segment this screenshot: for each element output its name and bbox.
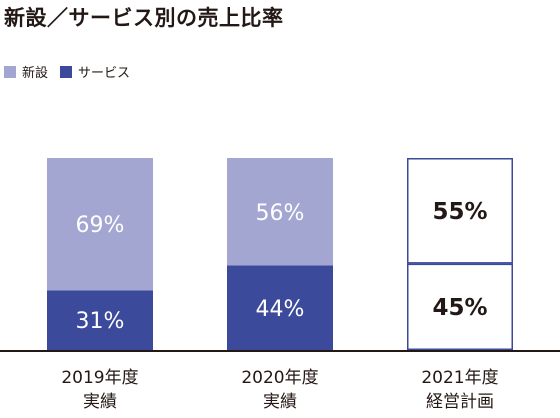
- category-label-year: 2021年度: [421, 368, 499, 388]
- category-label-type: 実績: [83, 392, 117, 412]
- category-label-year: 2020年度: [241, 368, 319, 388]
- data-label-service-0: 31%: [76, 309, 125, 334]
- category-label-type: 実績: [263, 392, 297, 412]
- category-label-1: 2020年度 実績: [210, 366, 350, 414]
- category-label-type: 経営計画: [426, 392, 494, 412]
- category-label-0: 2019年度 実績: [30, 366, 170, 414]
- bar-new-0: [47, 158, 153, 291]
- data-label-new-0: 69%: [76, 213, 125, 238]
- bar-service-2: [407, 263, 513, 351]
- bar-service-1: [227, 265, 333, 350]
- legend-label-new: 新設: [22, 66, 49, 81]
- legend-label-service: サービス: [78, 66, 131, 81]
- bar-service-0: [47, 290, 153, 350]
- chart-title: 新設／サービス別の売上比率: [4, 6, 284, 30]
- category-label-year: 2019年度: [61, 368, 139, 388]
- bar-new-2: [407, 158, 513, 264]
- legend-swatch-service: [60, 65, 73, 78]
- legend: 新設 サービス: [4, 62, 142, 81]
- data-label-new-1: 56%: [256, 201, 305, 226]
- category-label-2: 2021年度 経営計画: [390, 366, 530, 414]
- legend-item-new: 新設: [4, 62, 48, 81]
- bar-new-1: [227, 158, 333, 266]
- legend-item-service: サービス: [60, 62, 130, 81]
- data-label-service-2: 45%: [432, 295, 487, 321]
- data-label-new-2: 55%: [432, 199, 487, 225]
- legend-swatch-new: [4, 65, 16, 78]
- data-label-service-1: 44%: [256, 297, 305, 322]
